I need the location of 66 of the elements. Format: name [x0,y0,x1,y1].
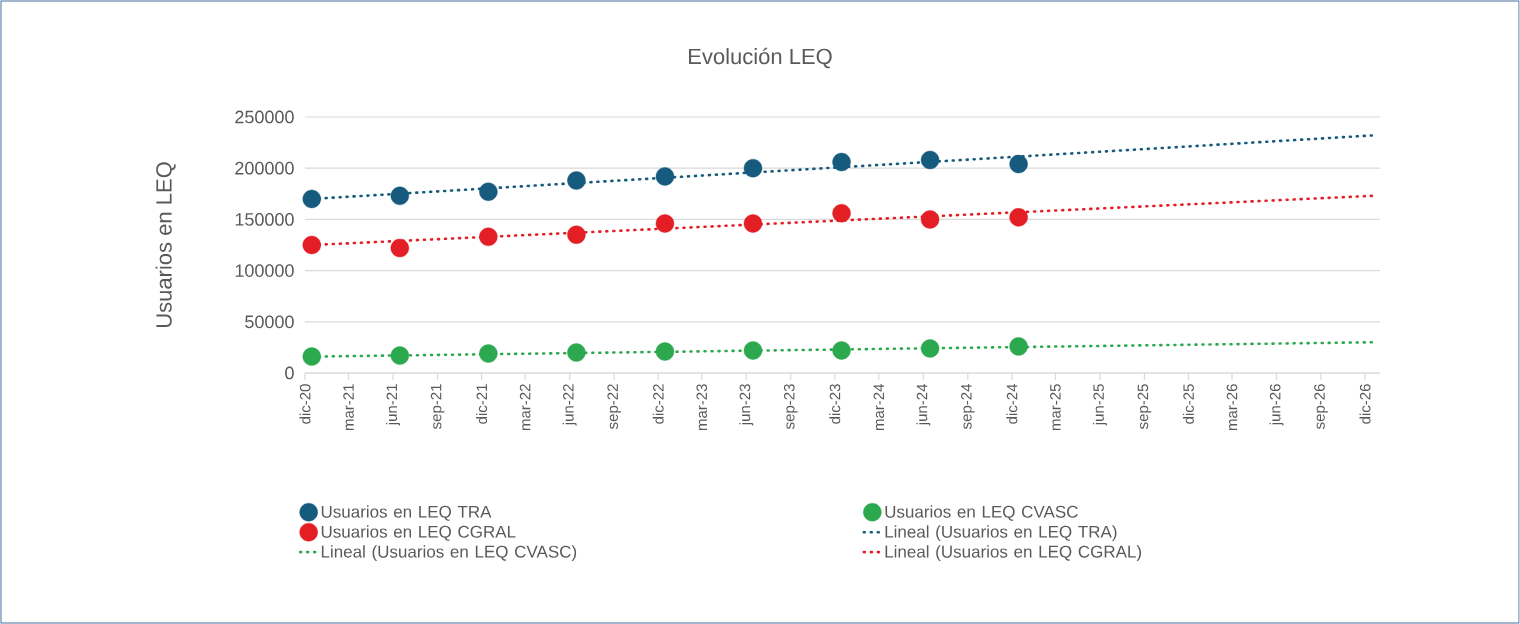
point [743,341,763,360]
x-tick-label: jun-24 [916,383,931,426]
point [743,159,763,178]
x-tick-label: jun-23 [739,384,754,426]
point [920,210,940,229]
point [390,346,410,365]
point [567,171,586,190]
legend-label: Lineal (Usuarios en LEQ CGRAL) [885,545,1142,562]
x-tick-label: mar-23 [696,384,708,431]
legend-label: Lineal (Usuarios en LEQ TRA) [885,525,1117,542]
point [832,204,851,223]
x-tick-label: mar-22 [519,384,531,431]
x-tick-label: sep-26 [1314,384,1328,429]
point [567,343,586,362]
x-tick-label: dic-21 [476,384,488,424]
point [1009,208,1028,227]
point [920,339,940,358]
y-tick-label: 0 [285,366,294,380]
point [832,152,851,172]
point [479,344,498,363]
y-tick-label: 100000 [235,264,294,277]
point [302,235,321,255]
legend-label: Lineal (Usuarios en LEQ CVASC) [321,545,577,562]
point [655,167,675,186]
point [302,189,321,209]
point [655,214,675,233]
y-axis-title: Usuarios en LEQ [155,162,176,328]
y-tick-label: 200000 [235,161,294,175]
x-tick-label: dic-26 [1359,384,1371,424]
y-tick-label: 150000 [235,213,294,226]
point [390,186,410,206]
legend-label: Usuarios en LEQ CGRAL [321,525,516,541]
x-tick-label: sep-24 [961,383,975,429]
point [567,225,586,244]
x-tick-label: dic-24 [1006,383,1018,424]
x-tick-label: jun-25 [1092,384,1107,426]
chart-title: Evolución LEQ [689,47,832,69]
x-tick-label: jun-22 [562,384,577,426]
point [743,214,763,233]
x-tick-label: sep-22 [607,384,621,429]
x-tick-label: dic-23 [829,384,841,424]
point [390,238,410,258]
x-tick-label: mar-26 [1226,384,1238,431]
x-tick-label: sep-21 [430,384,445,429]
y-tick-label: 50000 [245,315,294,329]
legend-label: Usuarios en LEQ TRA [321,505,492,521]
point [1009,154,1028,174]
x-tick-label: dic-25 [1182,384,1194,424]
point [920,150,940,170]
x-tick-label: sep-25 [1137,384,1152,429]
x-tick-label: mar-25 [1050,384,1061,431]
point [1009,337,1028,356]
point [302,347,321,366]
point [479,182,498,201]
legend-label: Usuarios en LEQ CVASC [885,505,1078,521]
x-tick-label: jun-21 [386,384,401,426]
x-tick-label: dic-20 [299,384,311,424]
x-tick-label: dic-22 [652,384,664,424]
point [655,342,675,361]
x-tick-label: sep-23 [783,384,798,429]
x-tick-label: mar-21 [343,384,354,431]
point [832,341,851,360]
y-tick-label: 250000 [235,110,294,124]
point [479,227,498,247]
x-tick-label: jun-26 [1269,384,1284,426]
x-tick-label: mar-24 [873,383,885,431]
